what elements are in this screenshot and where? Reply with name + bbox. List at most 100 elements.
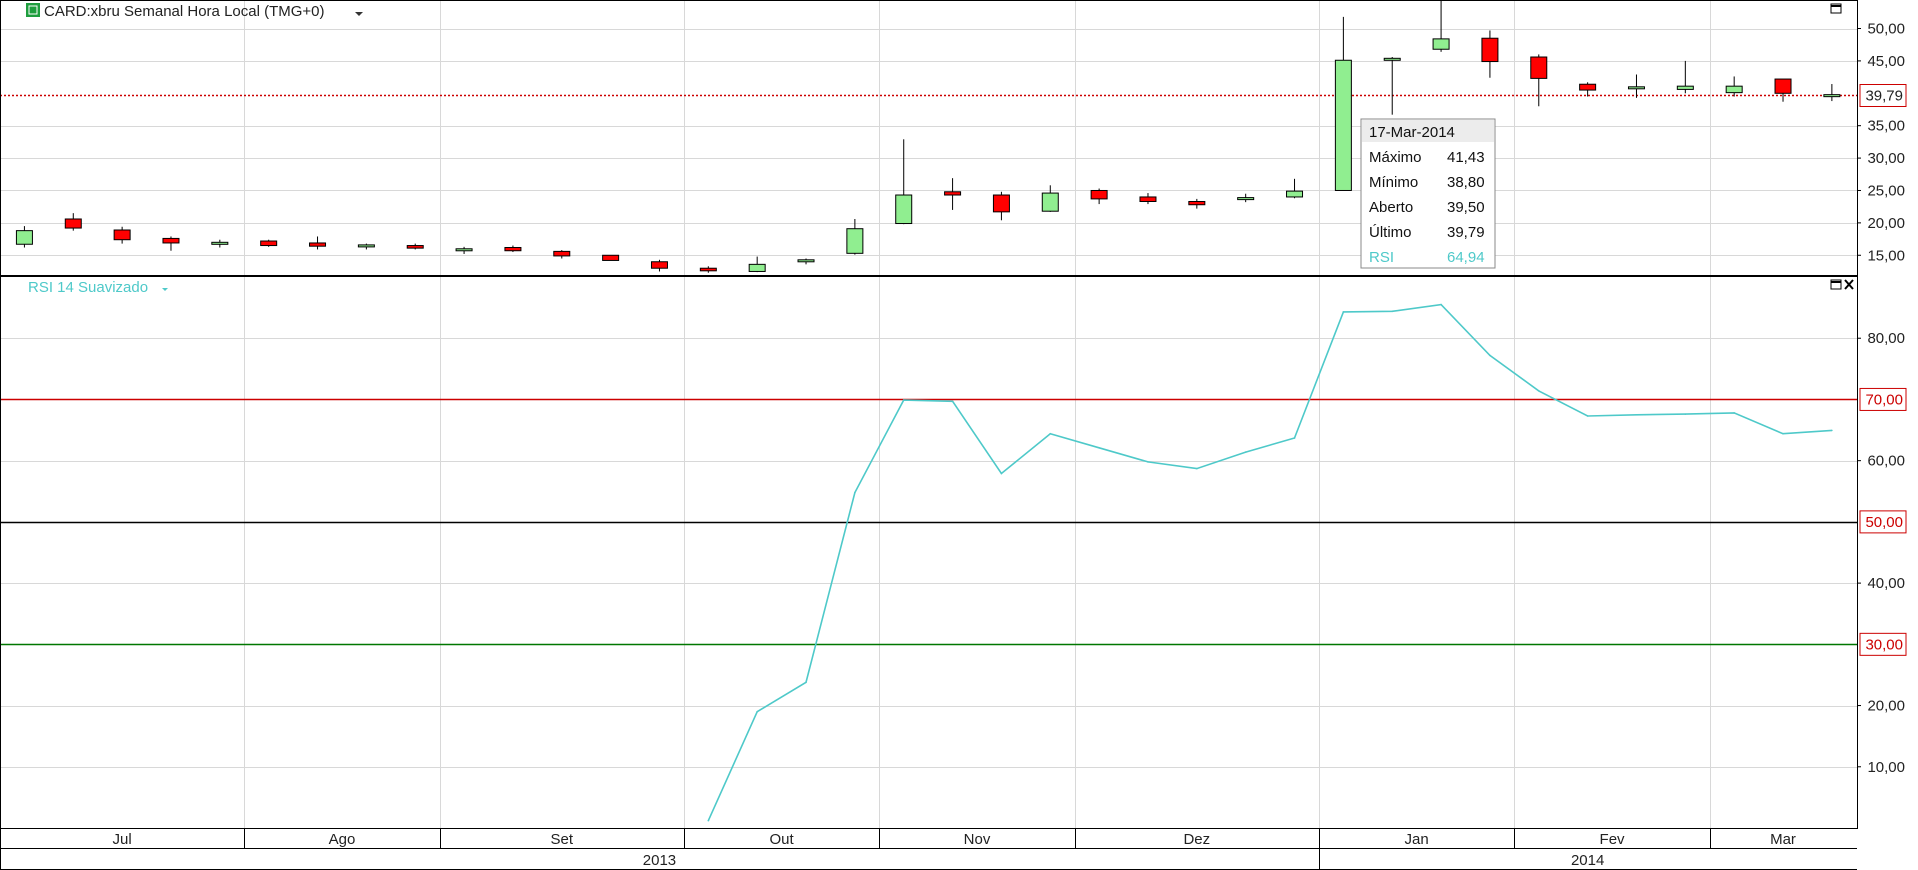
x-year-label: 2014 [1571, 852, 1604, 869]
rsi-panel-maximize-icon[interactable] [1830, 279, 1842, 290]
candle-body-up [455, 248, 473, 252]
last-price-label: 39,79 [1865, 88, 1903, 105]
candle-body-down [406, 245, 424, 249]
candle [1334, 16, 1352, 191]
candle-body-down [1090, 189, 1108, 200]
candle [357, 243, 375, 250]
candle-body-down [1188, 200, 1206, 206]
candle [1383, 57, 1401, 115]
rsi-point [805, 681, 807, 684]
candle [895, 139, 913, 225]
x-month-label: Jan [1405, 831, 1429, 848]
x-month-label: Dez [1183, 831, 1210, 848]
rsi-point [1293, 437, 1296, 439]
candle-body-down [260, 240, 278, 247]
x-year-label: 2013 [643, 852, 676, 869]
rsi-point [1684, 413, 1687, 415]
rsi-line [707, 303, 1832, 822]
rsi-point [756, 710, 758, 713]
candle-body-up [1041, 192, 1059, 212]
rsi-y-axis: 10,00 20,00 40,00 60,00 80,00 70,00 50,00 30,00 [1857, 330, 1907, 776]
candle [1676, 60, 1694, 94]
candle [162, 236, 180, 251]
candle-body-up [1432, 38, 1450, 50]
rsi-panel-close-icon[interactable] [1844, 279, 1854, 290]
chart-logo-icon-inner [28, 5, 38, 15]
rsi-level-label-box [1859, 510, 1907, 534]
x-month-label: Ago [329, 831, 356, 848]
candle [1725, 76, 1743, 97]
price-y-axis: 15,00 20,00 25,00 30,00 35,00 45,00 50,00 39,79 [1857, 21, 1907, 264]
candle [699, 266, 717, 273]
rsi-point [1440, 303, 1442, 306]
candle-body-down [944, 191, 962, 196]
candle [748, 256, 766, 273]
candle [15, 226, 33, 248]
candle [1237, 193, 1255, 203]
candle [1139, 193, 1157, 205]
candle-body-down [113, 229, 131, 241]
candle-body-down [504, 246, 522, 252]
candle [1627, 74, 1645, 98]
candle-body-down [1530, 56, 1548, 79]
chart-header[interactable]: CARD:xbru Semanal Hora Local (TMG+0) [26, 3, 363, 20]
candle [650, 259, 668, 272]
tooltip-label-low: Mínimo [1369, 174, 1418, 191]
candle [504, 245, 522, 253]
rsi-dropdown-icon[interactable] [162, 288, 168, 291]
candle [211, 239, 229, 248]
candle-body-up [1286, 190, 1304, 198]
rsi-point [1831, 429, 1833, 432]
price-grid [0, 0, 1857, 276]
candle-body-down [553, 250, 571, 257]
rsi-level-label: 30,00 [1865, 636, 1903, 653]
candle [944, 178, 962, 210]
last-price-label-box [1859, 84, 1907, 107]
rsi-point [1147, 461, 1149, 463]
rsi-levels [0, 398, 1857, 646]
candle [1188, 198, 1206, 209]
rsi-level-label-box [1859, 632, 1907, 656]
tooltip-label-last: Último [1369, 224, 1412, 241]
rsi-grid [0, 277, 1857, 828]
candle [455, 246, 473, 254]
candle-body-up [1676, 85, 1694, 90]
candle-body-up [797, 259, 815, 263]
candle-body-down [1579, 83, 1597, 91]
candle-body-up [1237, 197, 1255, 201]
tooltip-value-open: 39,50 [1447, 199, 1485, 216]
candle-body-down [1481, 37, 1499, 63]
candle [1286, 178, 1304, 199]
rsi-y-tick-label: 80,00 [1867, 330, 1905, 347]
rsi-point [1342, 311, 1345, 313]
title-dropdown-icon[interactable] [355, 12, 363, 16]
candle-body-up [211, 241, 229, 245]
candle-body-up [1725, 85, 1743, 94]
candle [406, 243, 424, 250]
x-month-label: Mar [1770, 831, 1796, 848]
x-month-label: Nov [964, 831, 991, 848]
candle [797, 258, 815, 265]
rsi-point [1489, 354, 1491, 357]
chart-logo-icon [26, 3, 40, 17]
rsi-point [1244, 451, 1247, 453]
price-panel-maximize-icon[interactable] [1830, 3, 1842, 14]
candle-body-down [162, 237, 180, 244]
candle-body-up [748, 263, 766, 272]
candle [1774, 78, 1792, 102]
candle-body-down [64, 218, 82, 229]
rsi-series[interactable] [707, 303, 1833, 822]
rsi-point [1537, 390, 1540, 392]
rsi-point [902, 399, 905, 401]
candle [1579, 82, 1597, 97]
x-month-label: Jul [113, 831, 132, 848]
x-month-label: Set [551, 831, 574, 848]
rsi-y-tick-label: 40,00 [1867, 575, 1905, 592]
candlestick-series[interactable] [15, 0, 1841, 273]
rsi-panel-header[interactable]: RSI 14 Suavizado [28, 279, 168, 296]
rsi-y-tick-label: 60,00 [1867, 453, 1905, 470]
price-y-tick-label: 25,00 [1867, 182, 1905, 199]
candle-body-down [309, 242, 327, 247]
